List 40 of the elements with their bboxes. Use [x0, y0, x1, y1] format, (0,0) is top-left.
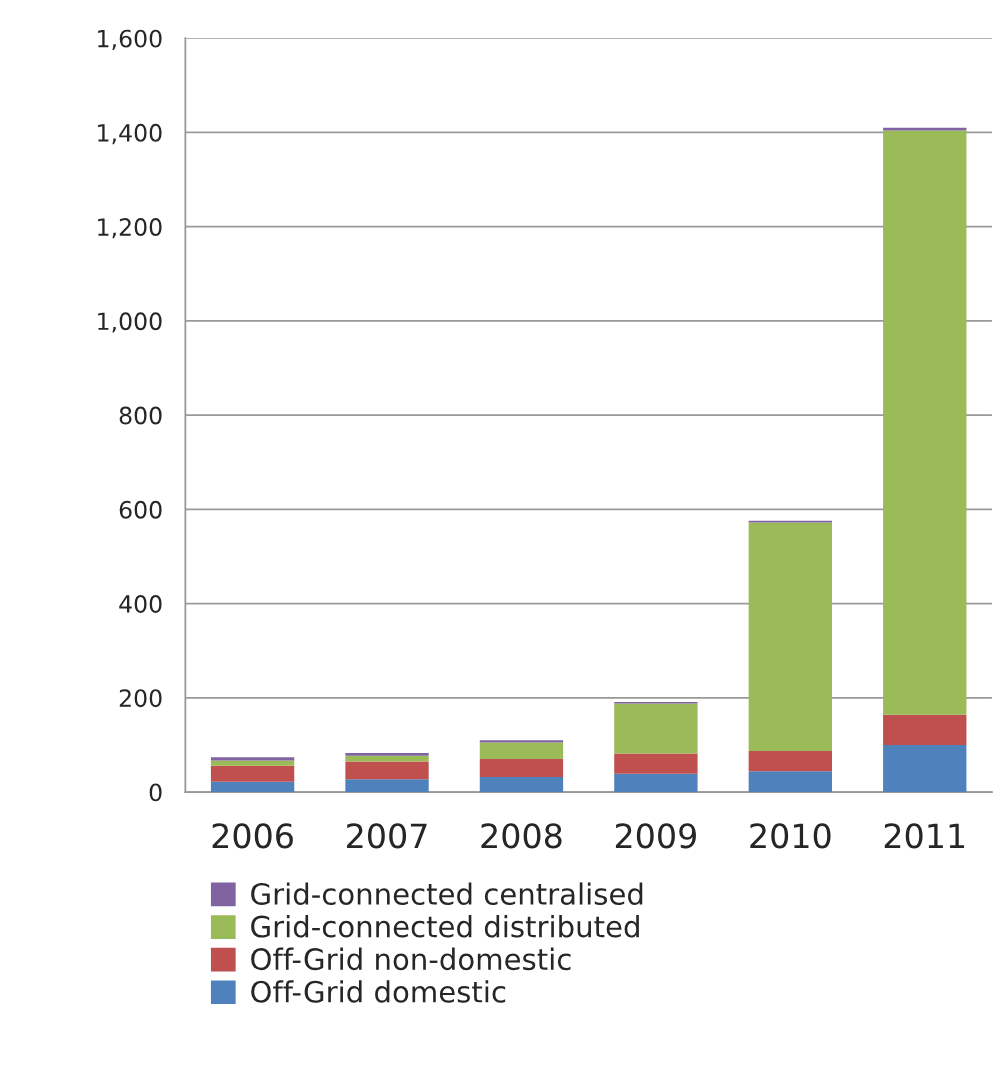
- bar: [345, 752, 429, 756]
- bar: [883, 127, 967, 131]
- x-tick-label: 2008: [481, 823, 562, 849]
- bar: [210, 760, 295, 766]
- y-tick-label: 1,400: [98, 123, 162, 145]
- bar: [883, 714, 967, 745]
- bar: [345, 761, 429, 780]
- y-tick-label: 0: [149, 783, 162, 802]
- bar: [479, 740, 564, 743]
- bar: [748, 771, 832, 793]
- legend-label: Grid-connected distributed: [251, 915, 639, 938]
- legend-label: Off-Grid domestic: [251, 980, 506, 1003]
- bar: [748, 522, 832, 752]
- bar: [210, 765, 295, 782]
- x-tick-label: 2010: [750, 823, 831, 849]
- bar: [479, 742, 564, 760]
- bar: [614, 703, 698, 754]
- y-tick-label: 800: [119, 406, 162, 425]
- bar: [883, 130, 967, 715]
- y-tick-label: 1,200: [98, 218, 162, 239]
- y-tick-label: 400: [119, 595, 162, 613]
- x-tick-label: 2007: [347, 823, 427, 849]
- x-tick-label: 2009: [615, 823, 696, 849]
- bar: [614, 773, 698, 793]
- y-tick-label: 1,600: [98, 29, 162, 50]
- bar: [614, 753, 698, 774]
- bar: [479, 759, 564, 777]
- bar: [210, 781, 295, 793]
- y-tick-label: 1,000: [98, 312, 162, 333]
- y-tick-label: 600: [119, 500, 162, 519]
- bar: [748, 751, 832, 772]
- legend-label: Off-Grid non-domestic: [251, 947, 571, 971]
- bar: [479, 776, 564, 793]
- x-tick-label: 2011: [884, 823, 965, 849]
- bar: [345, 779, 429, 793]
- bar: [883, 744, 967, 793]
- bar: [210, 757, 295, 761]
- y-tick-label: 200: [119, 689, 162, 708]
- legend-label: Grid-connected centralised: [251, 882, 643, 905]
- x-tick-label: 2006: [212, 823, 293, 849]
